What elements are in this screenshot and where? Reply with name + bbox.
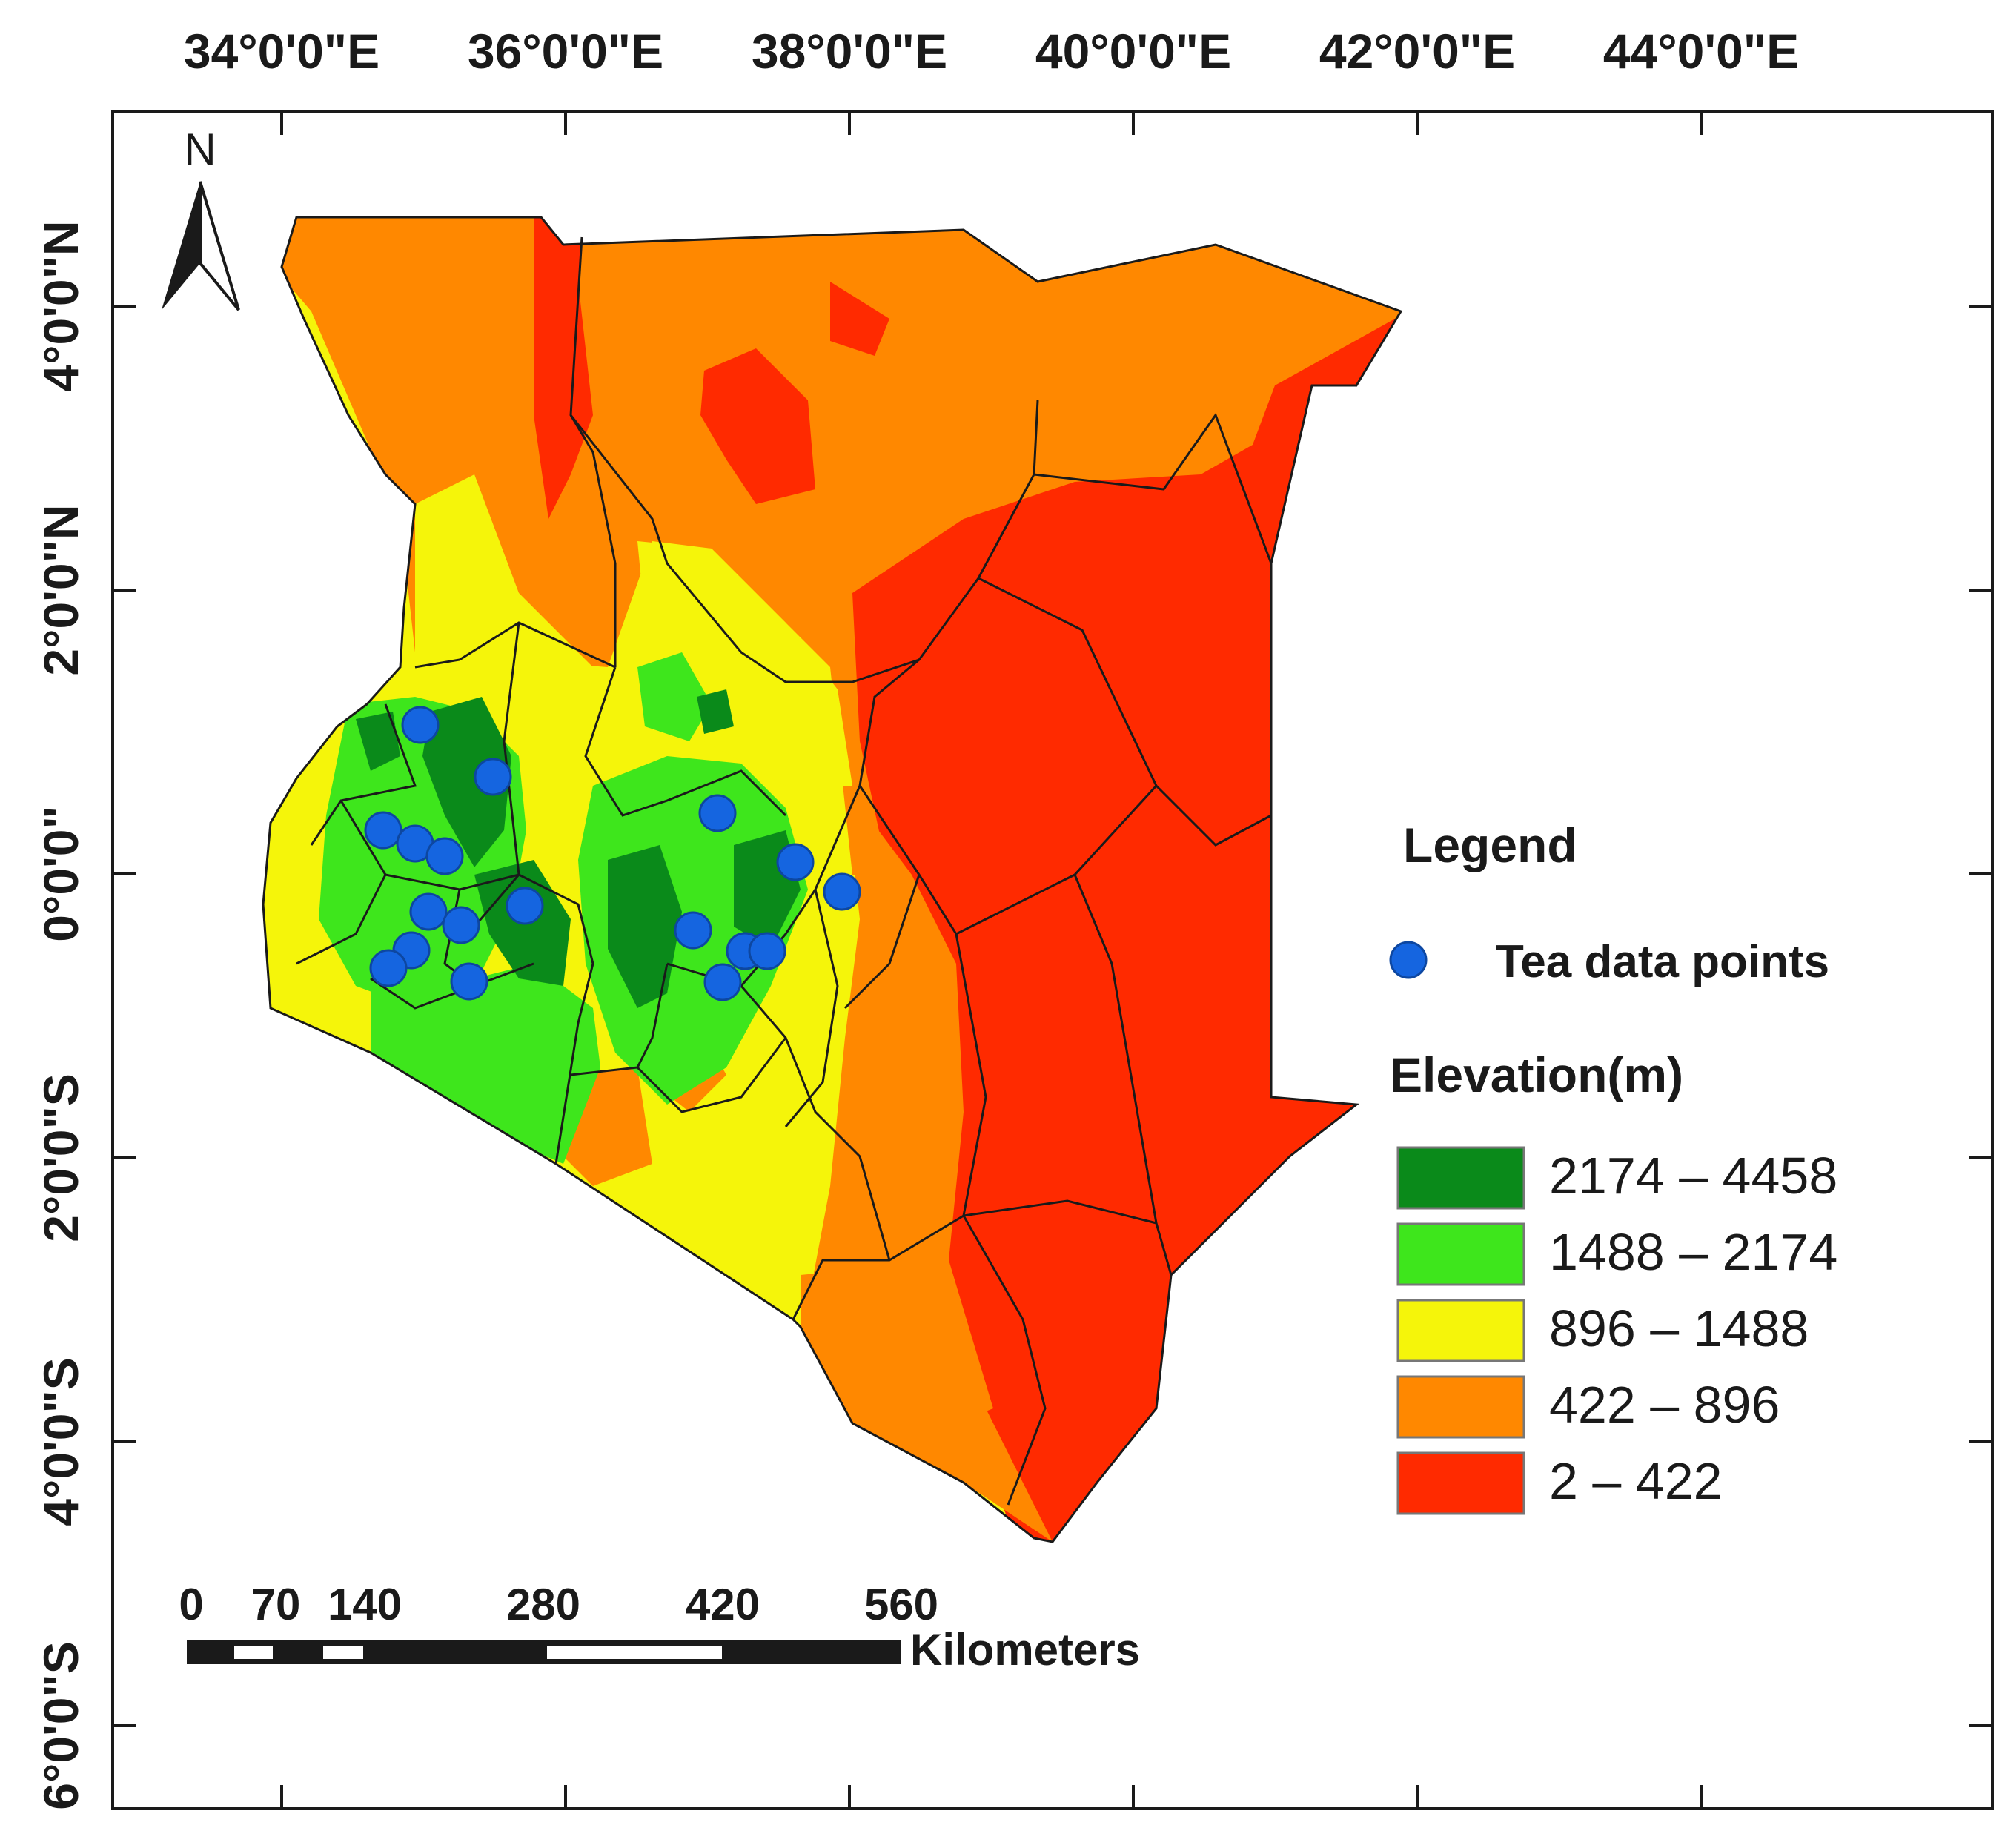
scale-tick-label: 0 bbox=[179, 1580, 203, 1629]
legend: Legend Tea data points Elevation(m) 2174… bbox=[1389, 818, 1837, 1515]
elevation-title: Elevation(m) bbox=[1390, 1047, 1683, 1102]
top-tick-label: 34°0'0"E bbox=[184, 24, 379, 79]
top-tick-label: 42°0'0"E bbox=[1319, 24, 1515, 79]
legend-points-label: Tea data points bbox=[1496, 936, 1829, 987]
tea-data-point bbox=[450, 962, 488, 1001]
tea-data-point bbox=[409, 892, 448, 931]
tea-data-point bbox=[698, 794, 737, 832]
tea-data-point bbox=[369, 949, 408, 987]
left-tick-label: 0°0'0" bbox=[33, 806, 88, 942]
scale-tick-label: 420 bbox=[686, 1580, 760, 1629]
tea-data-point bbox=[364, 811, 402, 850]
left-tick-label: 4°0'0"S bbox=[33, 1357, 88, 1526]
tea-data-point bbox=[442, 906, 480, 944]
left-tick-label: 6°0'0"S bbox=[33, 1641, 88, 1810]
legend-swatch bbox=[1396, 1146, 1525, 1210]
top-tick-label: 44°0'0"E bbox=[1603, 24, 1799, 79]
left-tick-label: 4°0'0"N bbox=[33, 220, 88, 391]
left-tick-label: 2°0'0"N bbox=[33, 504, 88, 675]
scale-unit: Kilometers bbox=[910, 1625, 1140, 1675]
legend-class-label: 2174 – 4458 bbox=[1549, 1147, 1837, 1205]
legend-swatch bbox=[1396, 1299, 1525, 1362]
tea-data-point bbox=[506, 887, 544, 925]
legend-class-label: 896 – 1488 bbox=[1549, 1299, 1809, 1357]
scale-tick-label: 560 bbox=[864, 1580, 938, 1629]
left-tick-label: 2°0'0"S bbox=[33, 1073, 88, 1242]
top-tick-label: 38°0'0"E bbox=[752, 24, 947, 79]
top-axis-labels: 34°0'0"E 36°0'0"E 38°0'0"E 40°0'0"E 42°0… bbox=[184, 24, 1799, 79]
tea-data-point bbox=[474, 758, 512, 796]
legend-point-symbol bbox=[1389, 941, 1428, 979]
legend-class-label: 1488 – 2174 bbox=[1549, 1223, 1837, 1281]
scale-tick-label: 280 bbox=[506, 1580, 580, 1629]
legend-swatch bbox=[1396, 1451, 1525, 1515]
tea-data-point bbox=[823, 872, 861, 911]
tea-data-point bbox=[401, 706, 440, 744]
legend-class-label: 2 – 422 bbox=[1549, 1452, 1723, 1510]
top-tick-label: 36°0'0"E bbox=[468, 24, 663, 79]
legend-class-label: 422 – 896 bbox=[1549, 1376, 1780, 1434]
frame-ticks bbox=[113, 111, 1992, 1809]
tea-data-point bbox=[703, 963, 742, 1001]
county-boundaries bbox=[296, 236, 1273, 1506]
scale-bar: 0 70 140 280 420 560 Kilometers bbox=[179, 1580, 1140, 1675]
legend-title: Legend bbox=[1403, 818, 1577, 872]
north-arrow-icon: N bbox=[162, 125, 240, 311]
scale-tick-label: 140 bbox=[328, 1580, 402, 1629]
top-tick-label: 40°0'0"E bbox=[1035, 24, 1231, 79]
north-label: N bbox=[184, 125, 216, 174]
tea-data-point bbox=[748, 932, 786, 970]
scale-tick-label: 70 bbox=[251, 1580, 301, 1629]
tea-data-point bbox=[425, 837, 464, 875]
tea-data-point bbox=[674, 911, 712, 950]
tea-data-point bbox=[776, 843, 815, 881]
legend-swatch bbox=[1396, 1375, 1525, 1439]
left-axis-labels: 4°0'0"N 2°0'0"N 0°0'0" 2°0'0"S 4°0'0"S 6… bbox=[33, 220, 88, 1809]
legend-swatch bbox=[1396, 1222, 1525, 1286]
tea-data-points bbox=[364, 706, 861, 1001]
elevation-classes: 2174 – 4458 1488 – 2174 896 – 1488 422 – 89… bbox=[1396, 1146, 1837, 1515]
